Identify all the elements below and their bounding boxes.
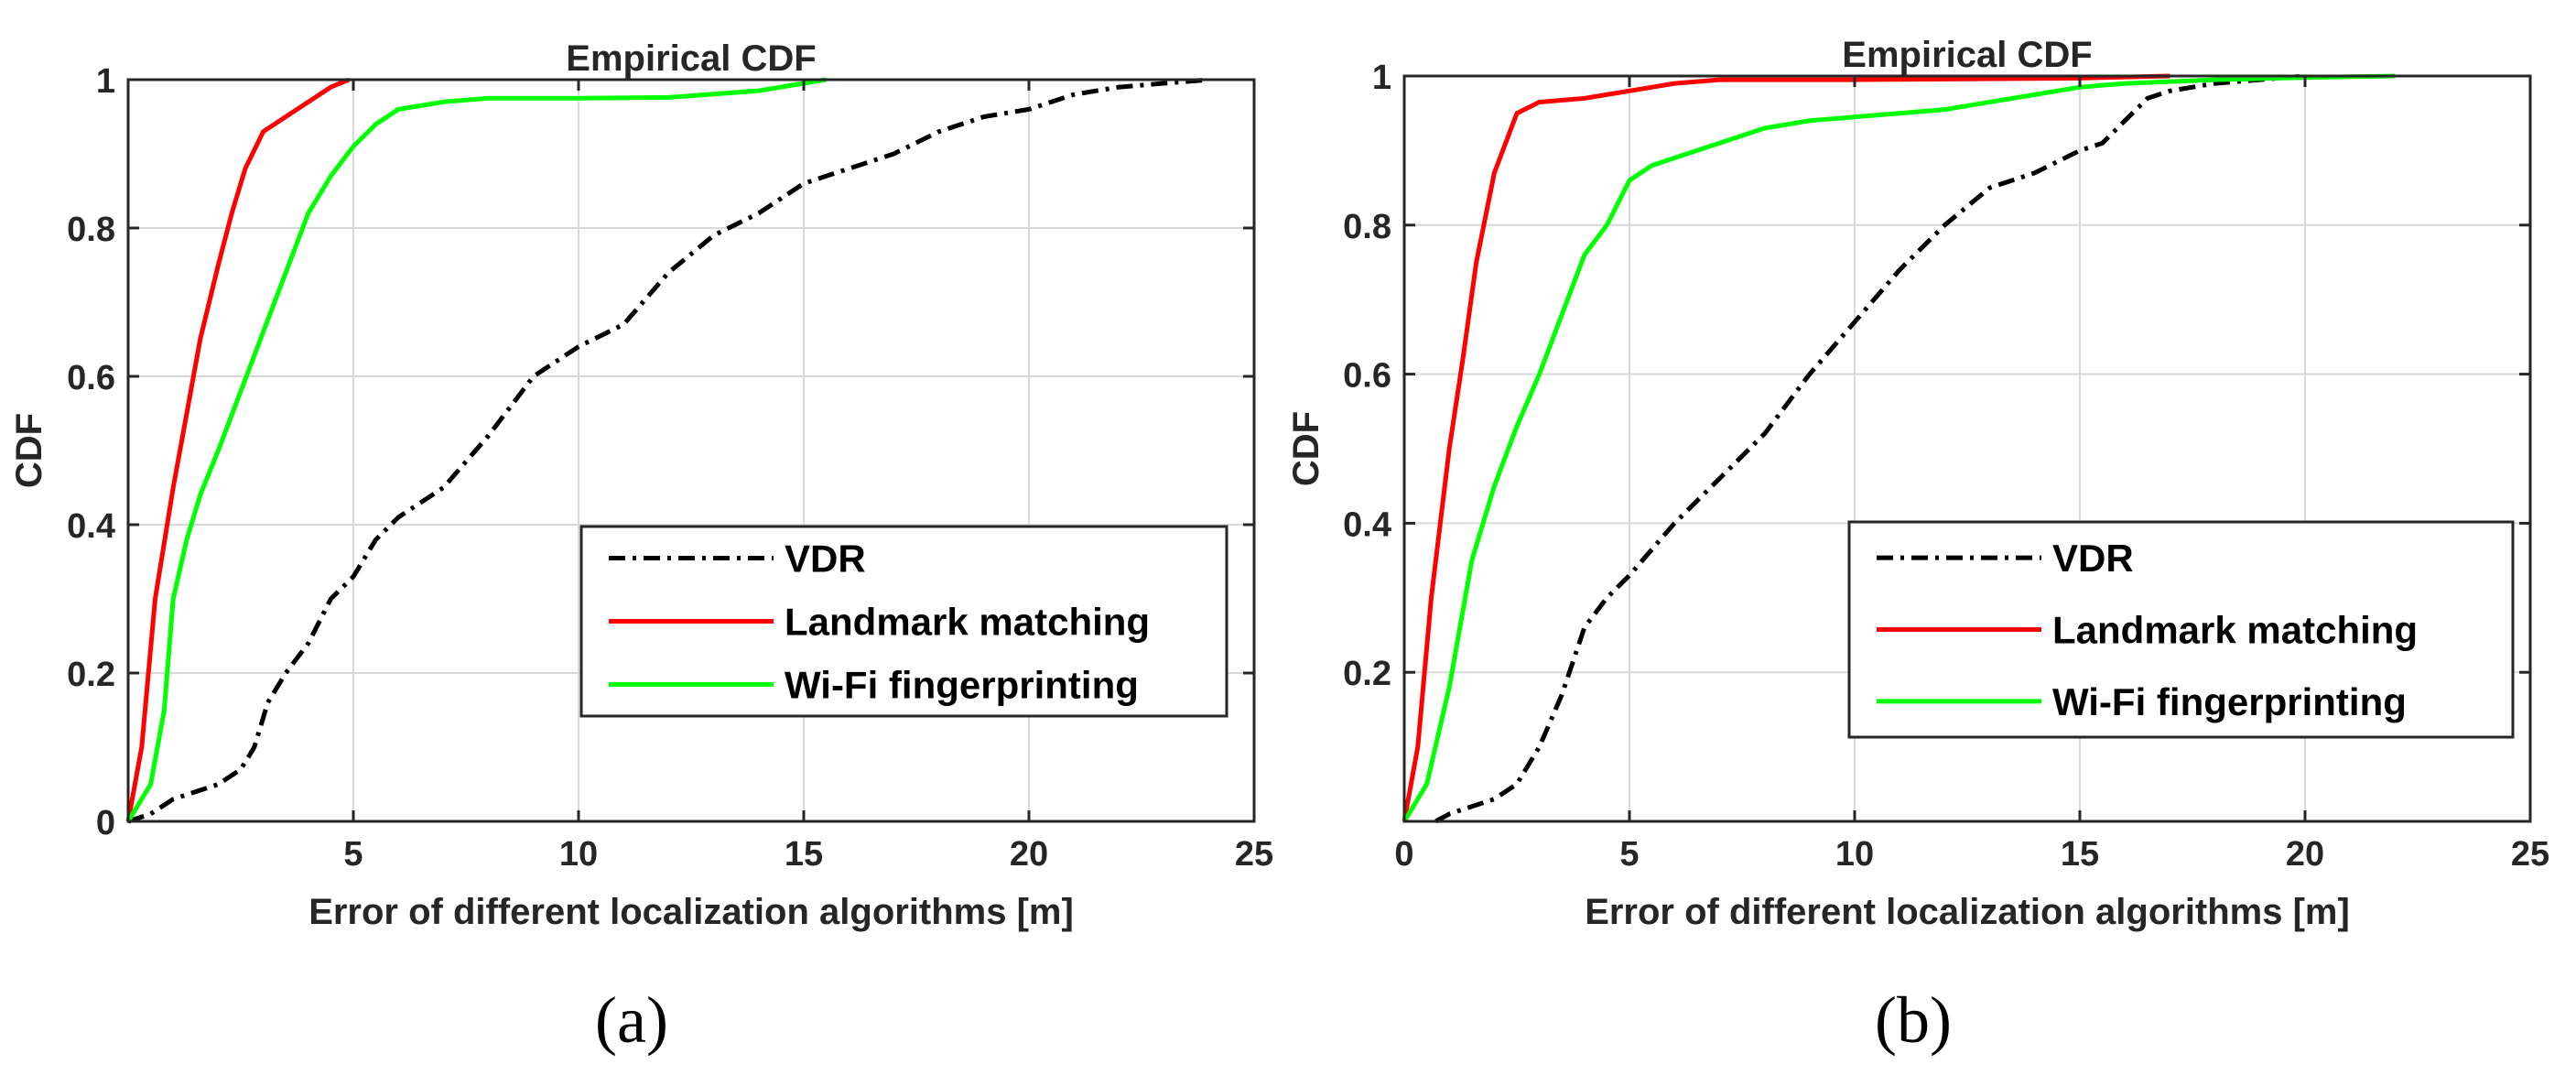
y-axis-label: CDF xyxy=(9,413,49,488)
chart-title: Empirical CDF xyxy=(566,38,816,79)
x-tick-label: 10 xyxy=(1835,835,1874,874)
x-tick-label: 25 xyxy=(2511,835,2549,874)
legend-label: Landmark matching xyxy=(2052,609,2418,652)
y-tick-label: 1 xyxy=(96,62,115,101)
y-tick-label: 0.4 xyxy=(1343,505,1391,544)
legend: VDR Landmark matching Wi-Fi fingerprinting xyxy=(1847,520,2515,739)
legend-label: Wi-Fi fingerprinting xyxy=(785,664,1139,707)
x-tick-label: 10 xyxy=(559,835,598,874)
x-tick-label: 25 xyxy=(1235,835,1273,874)
x-tick-label: 0 xyxy=(1394,835,1413,874)
chart-panel-b: 0 5 10 15 20 25 0.2 0.4 0.6 0.8 1 Empirical CDF Erro… xyxy=(1286,35,2549,1057)
y-tick-label: 0.8 xyxy=(1343,208,1391,246)
x-axis-label: Error of different localization algorith… xyxy=(1585,892,2350,932)
legend-label: Landmark matching xyxy=(785,601,1150,644)
legend-label: VDR xyxy=(2052,537,2134,580)
y-tick-label: 0 xyxy=(96,804,115,842)
series-line-wi-fi-fingerprinting xyxy=(125,77,828,823)
y-tick-label: 1 xyxy=(1372,59,1391,97)
y-tick-label: 0.6 xyxy=(67,359,115,397)
panel-label: (a) xyxy=(595,983,668,1057)
panel-label: (b) xyxy=(1875,983,1952,1057)
y-tick-label: 0.2 xyxy=(1343,655,1391,693)
x-tick-label: 5 xyxy=(343,835,363,874)
series-line-landmark-matching xyxy=(125,77,351,822)
y-tick-label: 0.2 xyxy=(67,656,115,694)
x-axis-label: Error of different localization algorith… xyxy=(308,892,1074,932)
x-tick-label: 20 xyxy=(1010,835,1048,874)
chart-title: Empirical CDF xyxy=(1842,35,2092,75)
x-tick-label: 20 xyxy=(2286,835,2324,874)
x-tick-label: 5 xyxy=(1619,835,1639,874)
y-tick-label: 0.4 xyxy=(67,507,115,546)
series-line-wi-fi-fingerprinting xyxy=(1402,73,2396,823)
y-axis-label: CDF xyxy=(1286,411,1326,486)
y-tick-label: 0.6 xyxy=(1343,357,1391,396)
chart-panel-a: 5 10 15 20 25 0 0.2 0.4 0.6 0.8 1 Empirical CDF Erro… xyxy=(9,38,1273,1057)
axes-box xyxy=(1402,74,2532,823)
x-tick-label: 15 xyxy=(785,835,823,874)
legend-label: VDR xyxy=(785,538,866,581)
series-line-vdr xyxy=(127,77,1210,824)
legend-label: Wi-Fi fingerprinting xyxy=(2052,680,2407,723)
y-tick-label: 0.8 xyxy=(67,211,115,249)
x-tick-label: 15 xyxy=(2061,835,2099,874)
series-line-landmark-matching xyxy=(1402,73,2170,822)
legend: VDR Landmark matching Wi-Fi fingerprinting xyxy=(579,525,1228,718)
series-line-vdr xyxy=(1434,73,2306,824)
axes-box xyxy=(126,78,1256,823)
